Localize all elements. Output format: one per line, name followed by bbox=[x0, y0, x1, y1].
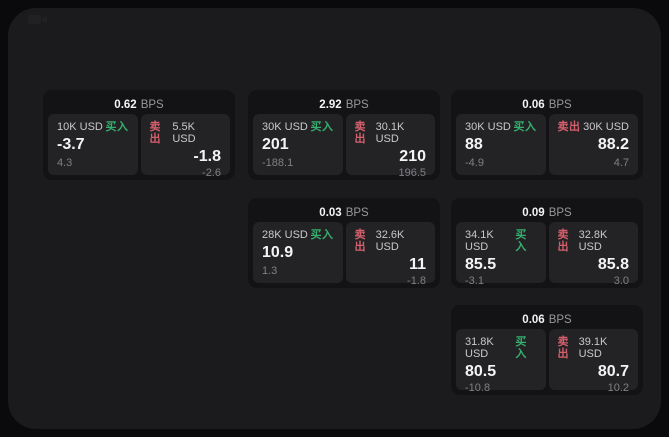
sell-delta: 196.5 bbox=[398, 167, 426, 179]
sell-delta: -2.6 bbox=[202, 167, 221, 179]
card-header: 2.92 BPS bbox=[253, 95, 435, 114]
buy-side-label: 买入 bbox=[310, 121, 334, 133]
bps-label: BPS bbox=[548, 206, 572, 219]
bps-value: 0.03 bbox=[319, 206, 342, 219]
buy-price: 10.9 bbox=[262, 244, 294, 261]
sell-amount: 30.1K USD bbox=[375, 121, 405, 145]
quote-card: 0.03 BPS 28K USD 买入 10.9 1.3 卖出 32.6K US… bbox=[248, 198, 440, 288]
sell-price: 88.2 bbox=[597, 136, 629, 153]
buy-amount: 34.1K USD bbox=[465, 229, 494, 253]
card-header: 0.09 BPS bbox=[456, 203, 638, 222]
buy-delta: -10.8 bbox=[465, 382, 491, 394]
sell-side-label: 卖出 bbox=[149, 121, 161, 145]
buy-delta: 4.3 bbox=[57, 157, 73, 169]
buy-price: 85.5 bbox=[465, 256, 497, 273]
buy-delta: -3.1 bbox=[465, 275, 484, 287]
sell-amount: 39.1K USD bbox=[578, 336, 608, 360]
buy-delta: -188.1 bbox=[262, 157, 294, 169]
sell-tile[interactable]: 卖出 5.5K USD -1.8 -2.6 bbox=[140, 114, 230, 179]
buy-side-label: 买入 bbox=[105, 121, 129, 133]
buy-price: -3.7 bbox=[57, 136, 85, 153]
buy-amount: 30K USD bbox=[262, 121, 308, 133]
card-header: 0.06 BPS bbox=[456, 95, 638, 114]
card-header: 0.06 BPS bbox=[456, 310, 638, 329]
buy-tile[interactable]: 31.8K USD 买入 80.5 -10.8 bbox=[456, 329, 546, 394]
card-header: 0.62 BPS bbox=[48, 95, 230, 114]
buy-tile[interactable]: 30K USD 买入 88 -4.9 bbox=[456, 114, 546, 175]
bps-label: BPS bbox=[345, 206, 369, 219]
bps-value: 2.92 bbox=[319, 98, 342, 111]
bps-value: 0.06 bbox=[522, 313, 545, 326]
buy-tile[interactable]: 34.1K USD 买入 85.5 -3.1 bbox=[456, 222, 546, 287]
sell-delta: 10.2 bbox=[607, 382, 629, 394]
sell-price: -1.8 bbox=[193, 148, 221, 165]
sell-price: 85.8 bbox=[597, 256, 629, 273]
sell-side-label: 卖出 bbox=[557, 121, 581, 133]
sell-amount: 32.6K USD bbox=[375, 229, 405, 253]
quote-card: 0.06 BPS 30K USD 买入 88 -4.9 卖出 30K USD bbox=[451, 90, 643, 180]
bps-label: BPS bbox=[548, 98, 572, 111]
sell-delta: 3.0 bbox=[613, 275, 629, 287]
buy-price: 88 bbox=[465, 136, 483, 153]
sell-amount: 32.8K USD bbox=[578, 229, 608, 253]
bps-label: BPS bbox=[140, 98, 164, 111]
buy-delta: -4.9 bbox=[465, 157, 484, 169]
camera-icon[interactable] bbox=[27, 12, 49, 27]
quote-card: 0.62 BPS 10K USD 买入 -3.7 4.3 卖出 5.5K USD bbox=[43, 90, 235, 180]
sell-delta: -1.8 bbox=[407, 275, 426, 287]
sell-side-label: 卖出 bbox=[354, 121, 366, 145]
sell-tile[interactable]: 卖出 30K USD 88.2 4.7 bbox=[548, 114, 638, 175]
bps-value: 0.09 bbox=[522, 206, 545, 219]
buy-amount: 10K USD bbox=[57, 121, 103, 133]
buy-tile[interactable]: 28K USD 买入 10.9 1.3 bbox=[253, 222, 343, 283]
bps-value: 0.62 bbox=[114, 98, 137, 111]
buy-side-label: 买入 bbox=[515, 336, 527, 360]
sell-side-label: 卖出 bbox=[557, 229, 569, 253]
sell-price: 80.7 bbox=[597, 363, 629, 380]
sell-tile[interactable]: 卖出 30.1K USD 210 196.5 bbox=[345, 114, 435, 179]
bps-label: BPS bbox=[548, 313, 572, 326]
buy-tile[interactable]: 10K USD 买入 -3.7 4.3 bbox=[48, 114, 138, 175]
buy-price: 201 bbox=[262, 136, 289, 153]
buy-side-label: 买入 bbox=[310, 229, 334, 241]
sell-tile[interactable]: 卖出 32.6K USD 11 -1.8 bbox=[345, 222, 435, 287]
buy-amount: 28K USD bbox=[262, 229, 308, 241]
buy-amount: 30K USD bbox=[465, 121, 511, 133]
sell-tile[interactable]: 卖出 32.8K USD 85.8 3.0 bbox=[548, 222, 638, 287]
sell-amount: 30K USD bbox=[583, 121, 629, 133]
buy-delta: 1.3 bbox=[262, 265, 278, 277]
bps-value: 0.06 bbox=[522, 98, 545, 111]
buy-amount: 31.8K USD bbox=[465, 336, 494, 360]
bps-label: BPS bbox=[345, 98, 369, 111]
sell-side-label: 卖出 bbox=[557, 336, 569, 360]
card-header: 0.03 BPS bbox=[253, 203, 435, 222]
sell-tile[interactable]: 卖出 39.1K USD 80.7 10.2 bbox=[548, 329, 638, 394]
buy-side-label: 买入 bbox=[515, 229, 527, 253]
quote-card: 0.06 BPS 31.8K USD 买入 80.5 -10.8 卖出 39.1… bbox=[451, 305, 643, 395]
quote-card: 2.92 BPS 30K USD 买入 201 -188.1 卖出 30.1K … bbox=[248, 90, 440, 180]
sell-price: 210 bbox=[399, 148, 426, 165]
quote-card: 0.09 BPS 34.1K USD 买入 85.5 -3.1 卖出 32.8K… bbox=[451, 198, 643, 288]
sell-amount: 5.5K USD bbox=[172, 121, 196, 145]
sell-side-label: 卖出 bbox=[354, 229, 366, 253]
buy-tile[interactable]: 30K USD 买入 201 -188.1 bbox=[253, 114, 343, 175]
sell-delta: 4.7 bbox=[613, 157, 629, 169]
buy-price: 80.5 bbox=[465, 363, 497, 380]
buy-side-label: 买入 bbox=[513, 121, 537, 133]
sell-price: 11 bbox=[409, 256, 426, 273]
main-panel: 0.62 BPS 10K USD 买入 -3.7 4.3 卖出 5.5K USD bbox=[8, 8, 661, 429]
